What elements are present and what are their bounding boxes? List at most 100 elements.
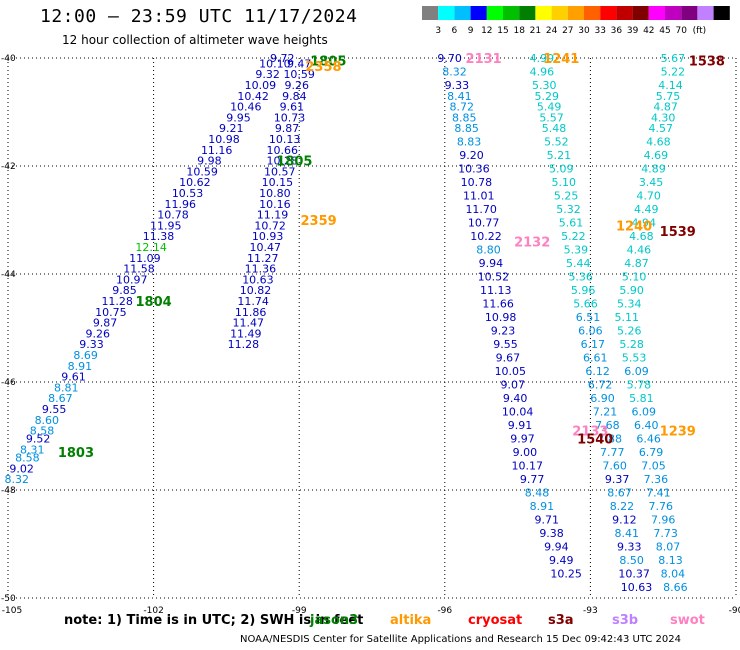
time-marker-label: 1805	[276, 155, 312, 170]
wave-height-point: 10.05	[495, 365, 527, 378]
wave-height-point: 10.77	[468, 217, 500, 230]
wave-height-point: 8.85	[454, 122, 479, 135]
wave-height-point: 10.47	[249, 241, 281, 254]
scale-swatch	[486, 6, 503, 20]
scale-swatch	[470, 6, 487, 20]
wave-height-point: 9.37	[605, 473, 630, 486]
wave-height-point: 8.32	[442, 66, 467, 79]
wave-height-point: 10.73	[274, 111, 306, 124]
wave-height-point: 8.81	[54, 381, 79, 394]
scale-swatch	[503, 6, 520, 20]
wave-height-point: 11.28	[101, 295, 133, 308]
mission-label-s3b: s3b	[612, 613, 639, 628]
wave-height-point: 5.21	[547, 149, 572, 162]
wave-height-color-scale: 3 6 9 12 15 18 21 24 27 30 33 36 39 42 45 70 (ft)	[422, 6, 730, 36]
wave-height-point: 8.91	[68, 360, 93, 373]
wave-height-point: 8.22	[610, 500, 635, 513]
wave-height-point: 9.61	[61, 371, 86, 384]
wave-height-point: 10.28	[266, 155, 298, 168]
wave-height-point: 5.10	[622, 271, 647, 284]
wave-height-point: 5.53	[622, 352, 647, 365]
wave-height-point: 10.17	[512, 460, 544, 473]
wave-height-point: 11.28	[228, 338, 260, 351]
wave-height-point: 10.53	[172, 187, 204, 200]
mission-label-s3a: s3a	[548, 613, 574, 628]
wave-height-point: 5.52	[544, 136, 569, 149]
wave-height-point: 9.07	[500, 379, 525, 392]
wave-height-point: 10.78	[461, 176, 493, 189]
wave-height-point: 7.05	[641, 460, 666, 473]
scale-label: 30	[578, 26, 590, 36]
wave-height-point: 10.82	[240, 284, 272, 297]
scale-swatch	[665, 6, 682, 20]
time-marker-label: 2132	[514, 236, 550, 251]
scale-swatch	[616, 6, 633, 20]
time-marker-label: 1803	[58, 446, 94, 461]
wave-height-point: 10.98	[485, 311, 517, 324]
wave-height-point: 3.45	[639, 176, 664, 189]
wave-height-point: 10.62	[179, 176, 211, 189]
wave-height-point: 5.39	[564, 244, 589, 257]
wave-height-point: 5.29	[534, 90, 559, 103]
wave-height-point: 10.59	[186, 165, 218, 178]
wave-height-point: 5.25	[554, 190, 579, 203]
scale-swatch	[519, 6, 536, 20]
scale-label: 42	[643, 26, 654, 36]
scale-swatch	[648, 6, 665, 20]
wave-height-point: 6.40	[634, 419, 659, 432]
wave-height-point: 4.49	[634, 203, 659, 216]
scale-label: 45	[659, 26, 670, 36]
y-tick-label: -44	[1, 270, 16, 280]
wave-height-point: 4.87	[624, 257, 649, 270]
wave-height-point: 5.57	[539, 111, 564, 124]
wave-height-point: 8.83	[457, 136, 482, 149]
wave-height-point: 9.67	[496, 352, 521, 365]
x-tick-label: -99	[292, 606, 307, 616]
scale-label: 27	[562, 26, 573, 36]
wave-height-point: 5.96	[571, 284, 596, 297]
scale-swatch	[713, 6, 730, 20]
x-tick-label: -102	[143, 606, 163, 616]
time-marker-label: 2358	[305, 60, 341, 75]
wave-height-point: 8.60	[35, 414, 60, 427]
wave-height-point: 9.87	[93, 317, 118, 330]
wave-height-point: 9.33	[445, 79, 470, 92]
wave-height-point: 10.72	[254, 219, 286, 232]
page-subtitle: 12 hour collection of altimeter wave hei…	[62, 33, 328, 47]
time-marker-label: 1805	[310, 55, 346, 70]
wave-height-point: 7.76	[649, 500, 674, 513]
wave-height-point: 7.68	[595, 419, 620, 432]
wave-height-point: 12.14	[135, 241, 167, 254]
scale-swatch	[584, 6, 601, 20]
wave-height-point: 11.36	[245, 263, 277, 276]
wave-height-point: 5.09	[549, 163, 574, 176]
wave-height-point: 5.36	[568, 271, 593, 284]
wave-height-point: 5.34	[617, 298, 642, 311]
scale-label: 3	[435, 26, 441, 36]
time-marker-label: 1538	[689, 55, 725, 70]
wave-height-point: 9.20	[459, 149, 484, 162]
wave-height-point: 6.09	[624, 365, 649, 378]
wave-height-point: 9.61	[280, 101, 305, 114]
wave-height-point: 10.63	[621, 581, 653, 594]
wave-height-point: 9.40	[503, 392, 528, 405]
time-marker-label: 1804	[136, 295, 172, 310]
scale-swatch	[422, 6, 439, 20]
scale-swatch	[551, 6, 568, 20]
wave-height-point: 9.95	[226, 111, 251, 124]
wave-height-point: 9.23	[491, 325, 516, 338]
scale-label: 36	[611, 26, 623, 36]
wave-height-point: 5.26	[617, 325, 642, 338]
scale-label: 21	[530, 26, 541, 36]
y-tick-label: -48	[1, 486, 16, 496]
time-marker-label: 2359	[301, 214, 337, 229]
wave-height-point: 10.57	[264, 165, 296, 178]
wave-height-point: 10.09	[245, 79, 277, 92]
mission-label-jason3: jason3	[310, 613, 359, 628]
wave-height-point: 9.71	[534, 514, 559, 527]
wave-height-point: 7.36	[644, 473, 669, 486]
wave-height-point: 8.32	[4, 473, 29, 486]
wave-height-point: 10.46	[230, 101, 262, 114]
x-tick-label: -105	[2, 606, 22, 616]
